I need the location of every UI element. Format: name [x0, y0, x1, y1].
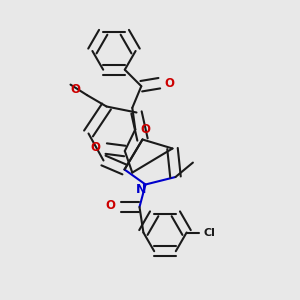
Text: O: O: [91, 141, 101, 154]
Text: O: O: [106, 199, 116, 212]
Text: O: O: [70, 83, 80, 96]
Text: Cl: Cl: [203, 227, 215, 238]
Text: O: O: [165, 77, 175, 90]
Text: O: O: [141, 123, 151, 136]
Text: N: N: [136, 183, 146, 196]
